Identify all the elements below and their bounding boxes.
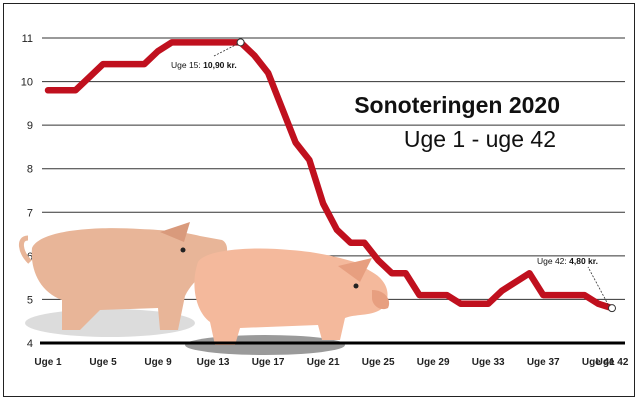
data-point-uge-8 xyxy=(142,61,147,67)
x-tick-label: Uge 13 xyxy=(197,357,230,368)
data-point-uge-34 xyxy=(499,288,505,293)
x-tick-label: Uge 29 xyxy=(417,357,450,368)
data-point-uge-41 xyxy=(596,301,601,306)
data-point-uge-29 xyxy=(430,292,436,298)
data-point-uge-25 xyxy=(375,258,381,263)
data-point-uge-33 xyxy=(485,301,491,306)
x-tick-label: Uge 42 xyxy=(596,357,629,368)
data-point-uge-38 xyxy=(554,292,560,298)
x-tick-label: Uge 1 xyxy=(34,357,62,368)
svg-text:Uge 15: 10,90 kr.: Uge 15: 10,90 kr. xyxy=(171,60,237,70)
data-point-uge-4 xyxy=(87,75,92,80)
chart-subtitle: Uge 1 - uge 42 xyxy=(404,126,556,152)
y-tick-label: 8 xyxy=(27,164,33,176)
x-tick-label: Uge 9 xyxy=(144,357,172,368)
y-tick-label: 4 xyxy=(27,338,33,350)
data-point-uge-1 xyxy=(45,88,51,93)
data-point-uge-37 xyxy=(541,292,546,298)
chart-frame xyxy=(3,3,635,397)
annotation-uge42-value: 4,80 kr. xyxy=(569,256,598,266)
data-point-uge-12 xyxy=(197,40,202,45)
chart-title: Sonoteringen 2020 xyxy=(354,92,560,118)
y-tick-label: 6 xyxy=(27,251,33,263)
y-tick-label: 7 xyxy=(27,207,33,219)
data-point-uge-9 xyxy=(155,48,161,54)
x-tick-label: Uge 33 xyxy=(472,357,505,368)
x-tick-label: Uge 25 xyxy=(362,357,395,368)
data-point-uge-35 xyxy=(513,279,518,285)
data-point-uge-30 xyxy=(444,292,450,298)
highlight-point-uge42 xyxy=(608,304,616,313)
x-axis-ticks: Uge 1 Uge 5 Uge 9 Uge 13 Uge 17 Uge 21 Uge 25 U… xyxy=(34,357,628,368)
y-tick-label: 10 xyxy=(21,77,33,89)
data-point-uge-19 xyxy=(293,140,298,145)
data-point-uge-5 xyxy=(100,61,106,67)
data-point-uge-3 xyxy=(73,88,78,93)
data-point-uge-40 xyxy=(582,292,587,298)
x-tick-label: Uge 41 xyxy=(582,357,615,368)
y-tick-label: 9 xyxy=(27,120,33,132)
y-tick-label: 5 xyxy=(27,294,33,306)
data-point-uge-2 xyxy=(59,88,64,93)
data-point-uge-26 xyxy=(389,271,395,276)
data-point-uge-7 xyxy=(128,61,133,67)
pigs-illustration xyxy=(19,222,390,355)
annotation-uge15-label: Uge 15: xyxy=(171,60,203,70)
data-point-uge-28 xyxy=(417,292,422,298)
annotation-uge42: Uge 42: 4,80 kr. xyxy=(537,256,611,309)
x-tick-label: Uge 21 xyxy=(307,357,340,368)
x-tick-label: Uge 5 xyxy=(89,357,117,368)
data-point-uge-24 xyxy=(362,240,367,245)
data-point-uge-23 xyxy=(348,240,353,245)
series-line xyxy=(44,39,616,312)
data-point-uge-17 xyxy=(265,70,271,76)
data-point-uge-27 xyxy=(403,271,408,276)
front-pig-illustration xyxy=(185,248,390,355)
y-axis-ticks: 4 5 6 7 8 9 10 11 xyxy=(21,33,33,350)
highlight-point-uge15 xyxy=(236,38,245,47)
annotation-uge15: Uge 15: 10,90 kr. xyxy=(171,42,241,70)
data-point-uge-32 xyxy=(472,301,477,306)
data-points xyxy=(45,40,615,311)
data-point-uge-20 xyxy=(307,157,312,163)
data-point-uge-16 xyxy=(252,53,257,58)
svg-text:Uge 42: 4,80 kr.: Uge 42: 4,80 kr. xyxy=(537,256,598,266)
back-pig-illustration xyxy=(19,222,228,337)
data-point-uge-13 xyxy=(210,40,216,45)
data-point-uge-21 xyxy=(320,201,326,206)
data-point-uge-14 xyxy=(224,40,230,45)
data-point-uge-10 xyxy=(169,40,175,45)
data-point-uge-18 xyxy=(279,105,285,110)
data-point-uge-22 xyxy=(334,227,340,232)
data-point-uge-11 xyxy=(183,40,188,45)
data-point-uge-36 xyxy=(527,271,532,276)
annotation-uge42-label: Uge 42: xyxy=(537,256,569,266)
data-point-uge-6 xyxy=(114,61,119,67)
x-tick-label: Uge 37 xyxy=(527,357,560,368)
data-point-uge-31 xyxy=(458,301,463,306)
data-point-uge-39 xyxy=(568,292,573,298)
y-tick-label: 11 xyxy=(22,33,33,45)
x-tick-label: Uge 17 xyxy=(252,357,285,368)
annotation-uge15-value: 10,90 kr. xyxy=(203,60,237,70)
